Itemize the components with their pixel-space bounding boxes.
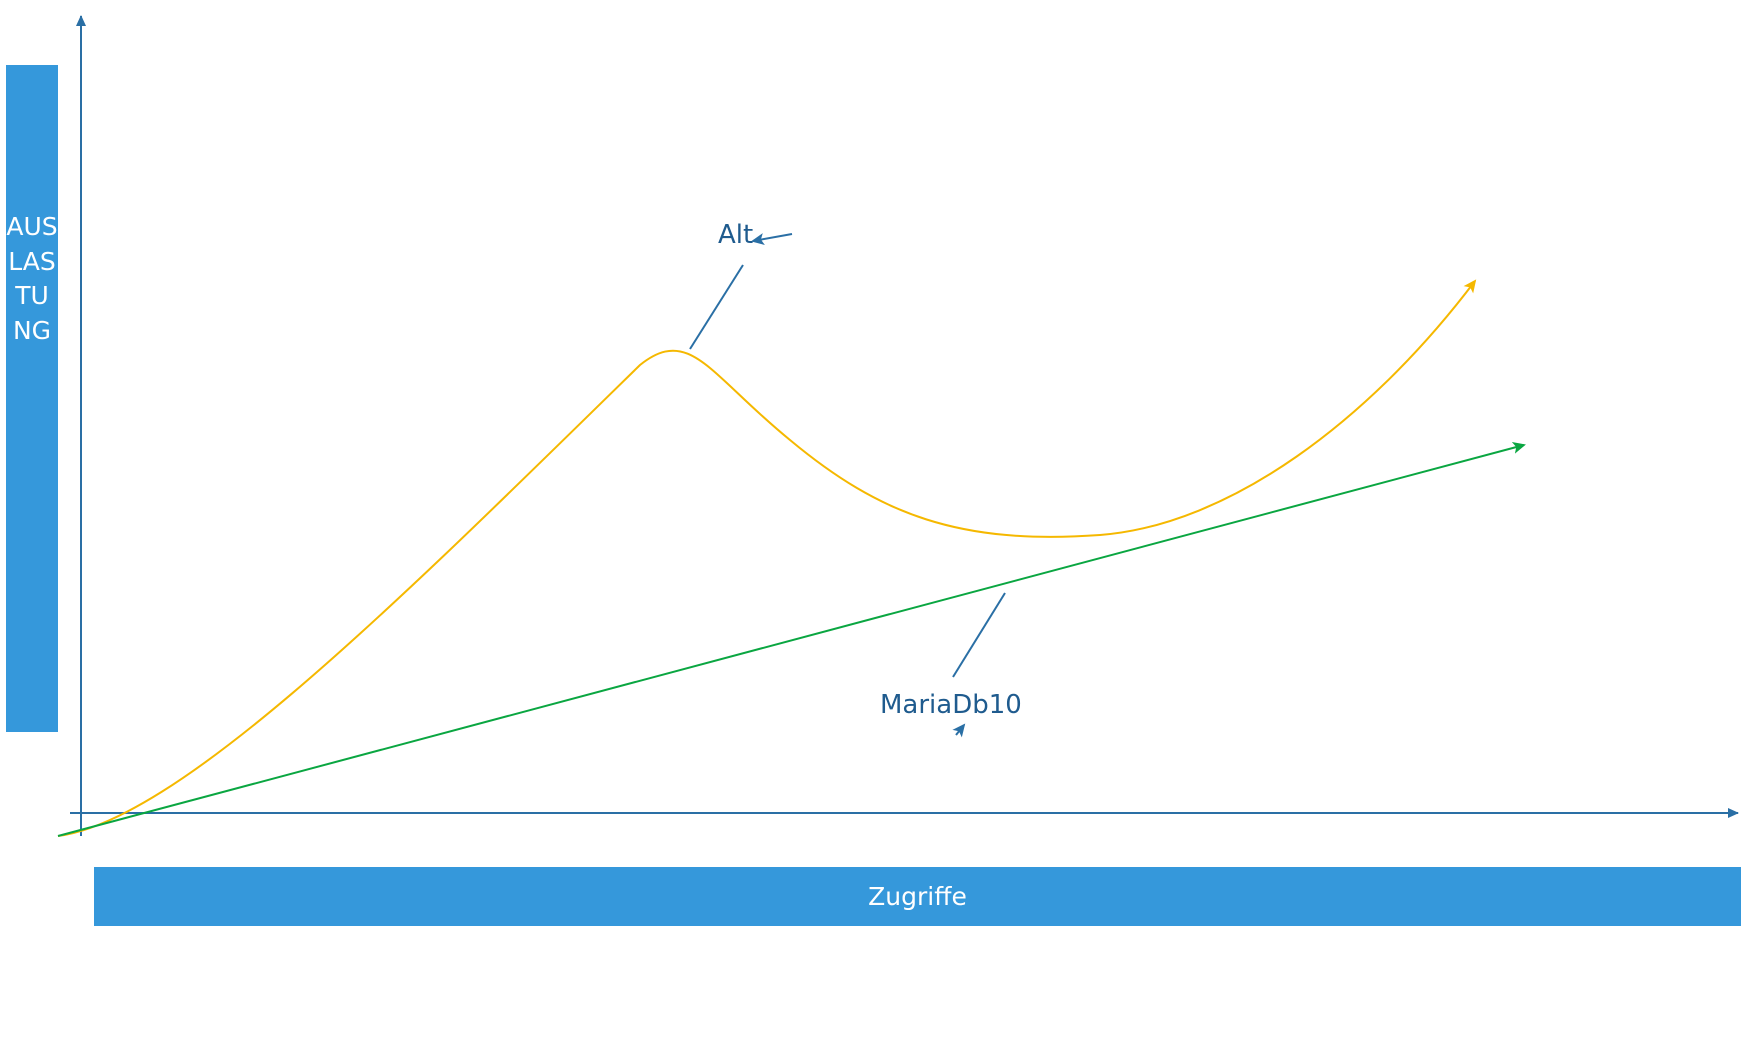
callout-alt-arrow (751, 233, 793, 245)
callout-alt-leader (689, 264, 744, 350)
callout-mariadb10-label: MariaDb10 (880, 690, 1022, 720)
callout-alt-label: Alt (718, 220, 754, 250)
x-axis-label: Zugriffe (868, 882, 967, 911)
series-mariadb10-line (57, 442, 1526, 837)
series-alt-curve (57, 279, 1477, 837)
callout-mariadb10-leader (952, 592, 1006, 678)
x-axis-label-bar: Zugriffe (94, 867, 1741, 926)
callout-mariadb10-arrow (952, 723, 966, 738)
y-axis-label: AUSLASTUNG (6, 212, 58, 346)
y-axis-label-bar (6, 65, 58, 732)
